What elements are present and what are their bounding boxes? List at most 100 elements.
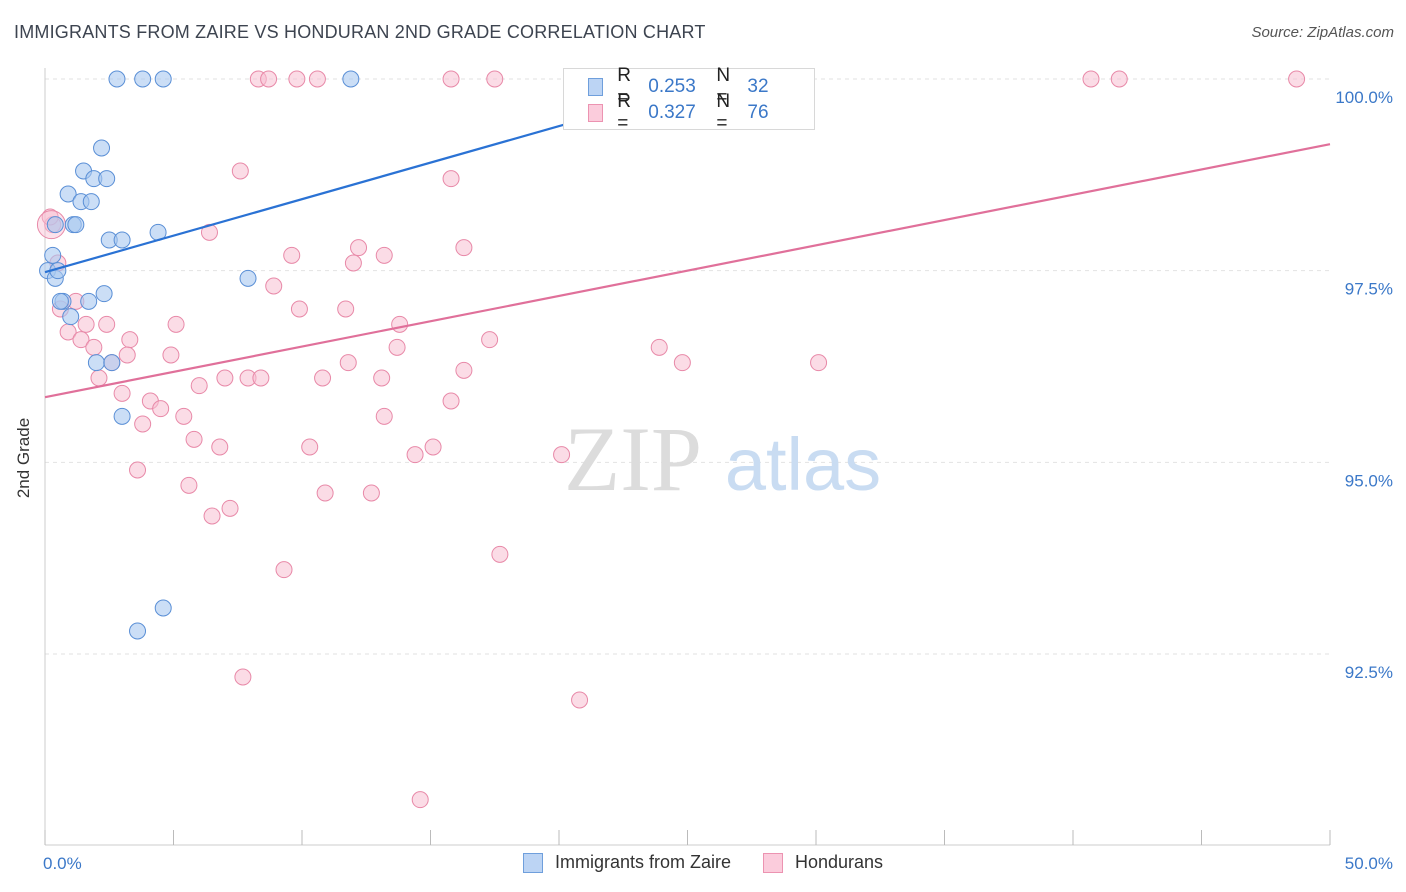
legend-label-zaire: Immigrants from Zaire bbox=[554, 852, 731, 872]
hondurans-point bbox=[265, 277, 283, 295]
hondurans-point bbox=[344, 254, 362, 272]
hondurans-point bbox=[650, 338, 668, 356]
hondurans-point bbox=[190, 377, 208, 395]
hondurans-point bbox=[442, 392, 460, 410]
r-value: 0.327 bbox=[648, 102, 696, 123]
watermark-atlas: atlas bbox=[725, 423, 881, 506]
y-tick-label: 97.5% bbox=[1345, 280, 1393, 299]
hondurans-point bbox=[406, 446, 424, 464]
hondurans-swatch bbox=[762, 852, 783, 873]
hondurans-point bbox=[553, 446, 571, 464]
hondurans-point bbox=[221, 499, 239, 517]
zaire-point bbox=[108, 70, 126, 88]
hondurans-point bbox=[288, 70, 306, 88]
zaire-point bbox=[93, 139, 111, 157]
hondurans-point bbox=[308, 70, 326, 88]
hondurans-point bbox=[491, 545, 509, 563]
zaire-point bbox=[154, 70, 172, 88]
zaire-point bbox=[62, 308, 80, 326]
zaire-point bbox=[59, 185, 77, 203]
zaire-points bbox=[39, 70, 360, 640]
hondurans-point bbox=[375, 246, 393, 264]
watermark: ZIP atlas bbox=[564, 408, 881, 510]
zaire-point bbox=[67, 216, 85, 234]
hondurans-point bbox=[203, 507, 221, 525]
hondurans-point bbox=[571, 691, 589, 709]
hondurans-point bbox=[234, 668, 252, 686]
legend-item-zaire[interactable]: Immigrants from Zaire bbox=[522, 852, 731, 873]
hondurans-point bbox=[673, 354, 691, 372]
hondurans-point bbox=[337, 300, 355, 318]
zaire-point bbox=[134, 70, 152, 88]
hondurans-point bbox=[481, 331, 499, 349]
hondurans-point bbox=[162, 346, 180, 364]
hondurans-point bbox=[411, 791, 429, 809]
hondurans-point bbox=[810, 354, 828, 372]
hondurans-point bbox=[211, 438, 229, 456]
hondurans-point bbox=[216, 369, 234, 387]
n-label: N = bbox=[716, 65, 731, 108]
hondurans-point bbox=[113, 384, 131, 402]
stats-legend: R = 0.253 N = 32 R = 0.327 N = 76 bbox=[563, 65, 815, 134]
hondurans-point bbox=[77, 315, 95, 333]
x-tick-label: 50.0% bbox=[1345, 854, 1393, 873]
hondurans-point bbox=[1110, 70, 1128, 88]
hondurans-point bbox=[314, 369, 332, 387]
tick-labels: 100.0% 97.5% 95.0% 92.5% 0.0% 50.0% bbox=[43, 88, 1393, 873]
hondurans-point bbox=[90, 369, 108, 387]
hondurans-point bbox=[455, 239, 473, 257]
hondurans-point bbox=[373, 369, 391, 387]
zaire-point bbox=[44, 246, 62, 264]
hondurans-trend-line bbox=[44, 143, 1331, 399]
zaire-point bbox=[95, 285, 113, 303]
hondurans-point bbox=[72, 331, 90, 349]
zaire-swatch bbox=[588, 78, 604, 96]
zaire-point bbox=[98, 170, 116, 188]
watermark-zip: ZIP bbox=[564, 408, 702, 510]
hondurans-point bbox=[260, 70, 278, 88]
zaire-point bbox=[239, 269, 257, 287]
hondurans-point bbox=[362, 484, 380, 502]
hondurans-point bbox=[231, 162, 249, 180]
hondurans-point bbox=[98, 315, 116, 333]
hondurans-point bbox=[350, 239, 368, 257]
zaire-point bbox=[51, 292, 69, 310]
hondurans-point bbox=[1082, 70, 1100, 88]
hondurans-point bbox=[180, 476, 198, 494]
hondurans-point bbox=[275, 561, 293, 579]
hondurans-point bbox=[175, 407, 193, 425]
r-label: R = bbox=[617, 91, 632, 134]
x-tick-label: 0.0% bbox=[43, 854, 82, 873]
hondurans-point bbox=[290, 300, 308, 318]
zaire-point bbox=[129, 622, 147, 640]
legend-item-hondurans[interactable]: Hondurans bbox=[762, 852, 883, 873]
hondurans-point bbox=[185, 430, 203, 448]
zaire-point bbox=[342, 70, 360, 88]
hondurans-point bbox=[167, 315, 185, 333]
zaire-point bbox=[113, 231, 131, 249]
y-tick-label: 100.0% bbox=[1335, 88, 1393, 107]
source-label: Source: ZipAtlas.com bbox=[1251, 24, 1394, 41]
hondurans-point bbox=[486, 70, 504, 88]
zaire-point bbox=[113, 407, 131, 425]
hondurans-point bbox=[424, 438, 442, 456]
stats-row-hondurans: R = 0.327 N = 76 bbox=[588, 91, 815, 134]
series-legend: Immigrants from Zaire Hondurans bbox=[0, 852, 1406, 873]
n-value: 76 bbox=[747, 102, 769, 123]
chart-title: IMMIGRANTS FROM ZAIRE VS HONDURAN 2ND GR… bbox=[14, 22, 706, 42]
hondurans-point bbox=[391, 315, 409, 333]
zaire-point bbox=[87, 354, 105, 372]
hondurans-point bbox=[442, 170, 460, 188]
y-tick-label: 95.0% bbox=[1345, 471, 1393, 490]
hondurans-point bbox=[455, 361, 473, 379]
zaire-point bbox=[82, 193, 100, 211]
n-label: N = bbox=[716, 91, 731, 134]
hondurans-point bbox=[129, 461, 147, 479]
zaire-point bbox=[80, 292, 98, 310]
hondurans-point bbox=[85, 338, 103, 356]
hondurans-point bbox=[442, 70, 460, 88]
hondurans-point bbox=[118, 346, 136, 364]
hondurans-point bbox=[375, 407, 393, 425]
hondurans-point bbox=[134, 415, 152, 433]
hondurans-point bbox=[283, 246, 301, 264]
